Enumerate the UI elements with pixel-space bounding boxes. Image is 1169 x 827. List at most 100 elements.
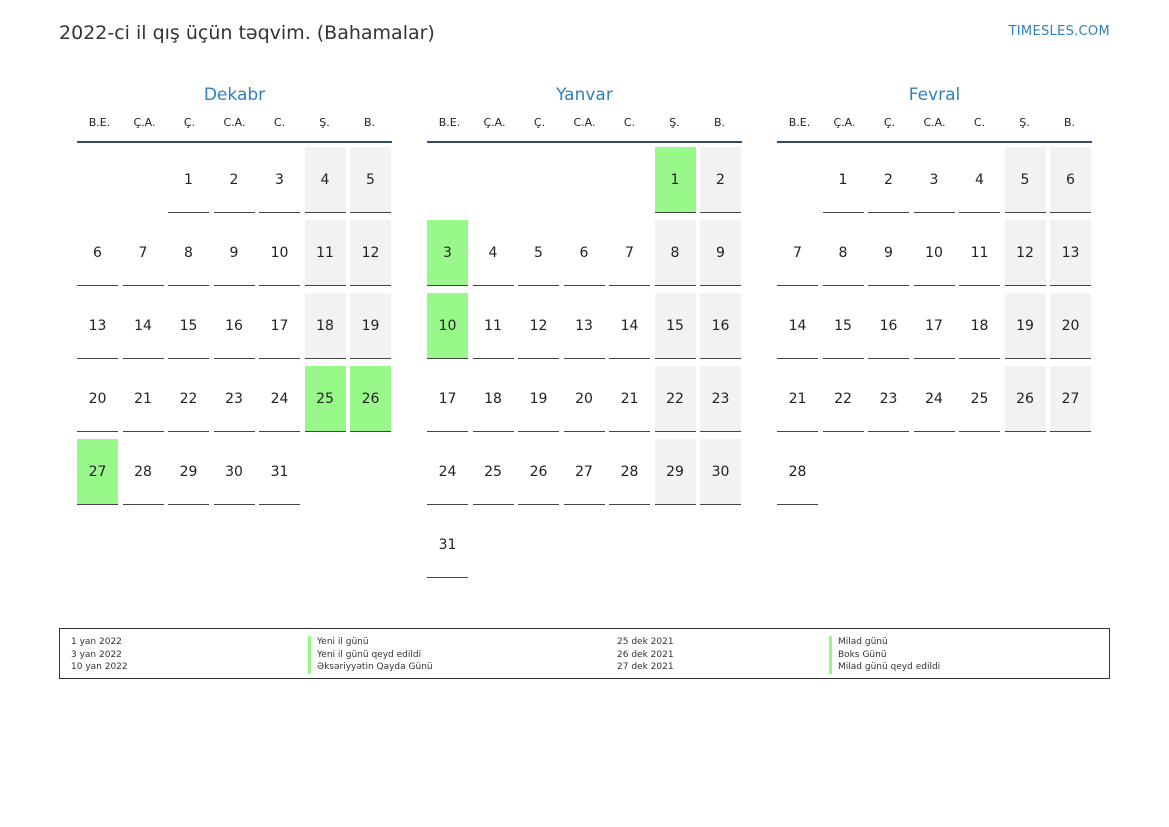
day-cell: 13 <box>1050 220 1091 286</box>
day-cell: 27 <box>1050 366 1091 432</box>
day-cell: 4 <box>472 220 514 286</box>
day-cell: 31 <box>427 512 468 578</box>
day-cell: 19 <box>350 293 391 359</box>
day-cell: 31 <box>259 439 300 505</box>
day-cell: 3 <box>259 147 300 213</box>
month-name: Fevral <box>908 85 961 105</box>
day-cell: 18 <box>304 293 346 359</box>
day-cell: 28 <box>609 439 650 505</box>
legend-left-dates: 1 yan 2022 3 yan 2022 10 yan 2022 <box>71 636 128 674</box>
day-cell: 8 <box>654 220 696 286</box>
legend-left-names: Yeni il günü Yeni il günü qeyd edildi Ək… <box>308 636 433 674</box>
legend-holiday-name: Milad günü qeyd edildi <box>829 661 940 674</box>
weekday-label: Ç. <box>533 116 546 129</box>
legend-date: 1 yan 2022 <box>71 637 122 647</box>
holiday-day-cell: 1 <box>654 147 696 213</box>
day-cell: 24 <box>259 366 300 432</box>
weekday-label: Ç.A. <box>133 116 156 129</box>
weekday-label: Ş. <box>1019 116 1030 129</box>
day-cell: 10 <box>913 220 955 286</box>
day-cell: 20 <box>563 366 605 432</box>
legend-holiday-name: Boks Günü <box>829 648 940 661</box>
day-cell: 10 <box>259 220 300 286</box>
weekday-label: Ç.A. <box>483 116 506 129</box>
day-cell: 30 <box>213 439 255 505</box>
day-cell: 26 <box>1004 366 1046 432</box>
weekday-label: Ç.A. <box>833 116 856 129</box>
holiday-legend: 1 yan 2022 3 yan 2022 10 yan 2022 Yeni i… <box>59 628 1110 679</box>
day-cell: 7 <box>609 220 650 286</box>
legend-right-names: Milad günü Boks Günü Milad günü qeyd edi… <box>829 636 940 674</box>
day-cell: 24 <box>427 439 468 505</box>
day-cell: 1 <box>168 147 209 213</box>
weekday-label: B.E. <box>88 116 111 129</box>
day-cell: 23 <box>213 366 255 432</box>
weekday-header: B.E. Ç.A. Ç. C.A. C. Ş. B. <box>427 115 742 143</box>
holiday-day-cell: 27 <box>77 439 118 505</box>
weekday-label: B. <box>713 116 726 129</box>
day-cell: 23 <box>700 366 741 432</box>
day-cell: 14 <box>609 293 650 359</box>
day-cell: 15 <box>654 293 696 359</box>
day-cell: 1 <box>822 147 864 213</box>
legend-date: 25 dek 2021 <box>617 637 674 647</box>
legend-holiday-name: Yeni il günü qeyd edildi <box>308 648 433 661</box>
day-cell: 17 <box>259 293 300 359</box>
day-cell: 14 <box>777 293 818 359</box>
day-cell: 7 <box>777 220 818 286</box>
day-cell: 14 <box>122 293 164 359</box>
brand-link[interactable]: TIMESLES.COM <box>1008 24 1110 39</box>
day-cell: 11 <box>959 220 1000 286</box>
weekday-label: C. <box>973 116 986 129</box>
weekday-label: Ç. <box>183 116 196 129</box>
month-name: Yanvar <box>556 85 613 105</box>
month-name: Dekabr <box>203 85 266 105</box>
month-calendar: Yanvar B.E. Ç.A. Ç. C.A. C. Ş. B. 1 2 3 4 5 6 7 8 9 10 11 1… <box>427 84 742 578</box>
day-cell: 16 <box>700 293 741 359</box>
weekday-header: B.E. Ç.A. Ç. C.A. C. Ş. B. <box>777 115 1092 143</box>
day-cell: 9 <box>868 220 909 286</box>
weekday-label: B.E. <box>438 116 461 129</box>
day-cell: 15 <box>822 293 864 359</box>
day-cell: 4 <box>959 147 1000 213</box>
weekday-label: B.E. <box>788 116 811 129</box>
weekday-label: Ç. <box>883 116 896 129</box>
day-cell: 21 <box>122 366 164 432</box>
day-cell: 5 <box>350 147 391 213</box>
day-cell: 19 <box>1004 293 1046 359</box>
day-cell: 7 <box>122 220 164 286</box>
day-cell: 6 <box>1050 147 1091 213</box>
day-cell: 25 <box>959 366 1000 432</box>
day-cell: 15 <box>168 293 209 359</box>
weekday-label: Ş. <box>669 116 680 129</box>
weekday-label: B. <box>363 116 376 129</box>
day-cell: 12 <box>350 220 391 286</box>
day-cell: 29 <box>168 439 209 505</box>
month-calendar: Fevral B.E. Ç.A. Ç. C.A. C. Ş. B. 1 2 3 4 5 6 7 8 9 10 11 1… <box>777 84 1092 505</box>
day-cell: 3 <box>913 147 955 213</box>
day-cell: 12 <box>518 293 559 359</box>
day-cell: 28 <box>122 439 164 505</box>
weekday-header: B.E. Ç.A. Ç. C.A. C. Ş. B. <box>77 115 392 143</box>
day-cell: 28 <box>777 439 818 505</box>
legend-holiday-name: Yeni il günü <box>308 636 433 649</box>
day-cell: 17 <box>427 366 468 432</box>
day-cell: 13 <box>563 293 605 359</box>
weekday-label: Ş. <box>319 116 330 129</box>
day-cell: 16 <box>213 293 255 359</box>
day-cell: 29 <box>654 439 696 505</box>
day-cell: 13 <box>77 293 118 359</box>
weekday-label: C. <box>273 116 286 129</box>
day-cell: 5 <box>1004 147 1046 213</box>
day-cell: 20 <box>1050 293 1091 359</box>
day-cell: 19 <box>518 366 559 432</box>
day-cell: 21 <box>777 366 818 432</box>
day-cell: 6 <box>563 220 605 286</box>
legend-date: 3 yan 2022 <box>71 649 122 660</box>
legend-holiday-name: Əksəriyyətin Qayda Günü <box>308 661 433 674</box>
day-cell: 30 <box>700 439 741 505</box>
weekday-label: C.A. <box>573 116 596 129</box>
day-cell: 22 <box>822 366 864 432</box>
day-cell: 2 <box>700 147 741 213</box>
page-title: 2022-ci il qış üçün təqvim. (Bahamalar) <box>59 22 435 44</box>
